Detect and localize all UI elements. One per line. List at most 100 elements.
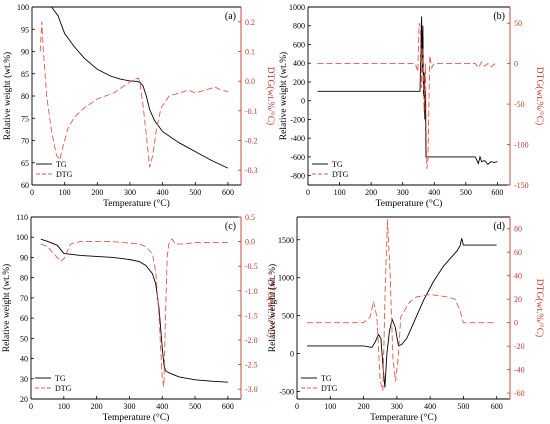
panel-b: 0 100 200 300 400 500 600-800-600-400-20002004…: [278, 3, 545, 209]
y2-tick-label: -0.5: [245, 262, 258, 271]
x-tick-label: 0: [29, 402, 33, 411]
x-tick-label: 300: [123, 402, 135, 411]
y2-tick-label: -150: [514, 181, 529, 190]
x-axis-title: Temperature (°C): [103, 198, 170, 209]
x-tick-label: 600: [491, 188, 503, 197]
x-tick-label: 100: [59, 188, 71, 197]
y-tick-label: 65: [21, 159, 29, 168]
x-tick-label: 500: [457, 402, 469, 411]
y2-tick-label: -60: [514, 389, 525, 398]
y-tick-label: 60: [20, 314, 28, 323]
x-tick-label: 600: [222, 402, 234, 411]
y-tick-label: 1000: [289, 3, 305, 12]
x-tick-label: 200: [91, 188, 103, 197]
y2-tick-label: -100: [514, 141, 529, 150]
y-tick-label: 100: [16, 233, 28, 242]
y2-tick-label: 80: [514, 225, 522, 234]
y-tick-label: 20: [20, 395, 28, 404]
legend-label-dtg: DTG: [321, 384, 338, 393]
y2-tick-label: -2.5: [245, 361, 258, 370]
x-tick-label: 500: [189, 188, 201, 197]
x-tick-label: 100: [324, 402, 336, 411]
legend-label-dtg: DTG: [56, 170, 73, 179]
x-tick-label: 200: [91, 402, 103, 411]
y2-tick-label: 60: [514, 248, 522, 257]
y-tick-label: 1000: [278, 274, 294, 283]
x-axis-title: Temperature (°C): [376, 198, 443, 209]
y2-tick-label: 0.5: [245, 213, 255, 222]
y-tick-label: 0: [290, 350, 294, 359]
x-tick-label: 400: [428, 188, 440, 197]
y2-tick-label: 50: [514, 19, 522, 28]
y-tick-label: 0: [301, 97, 305, 106]
y2-tick-label: -50: [514, 100, 525, 109]
x-tick-label: 300: [391, 402, 403, 411]
y2-tick-label: -20: [514, 342, 525, 351]
y-tick-label: 95: [21, 25, 29, 34]
x-tick-label: 400: [157, 188, 169, 197]
y-tick-label: 90: [21, 48, 29, 57]
panel-label: (a): [225, 11, 236, 22]
y-tick-label: 60: [21, 181, 29, 190]
y-tick-label: -600: [290, 153, 305, 162]
y2-tick-label: -3.0: [245, 385, 258, 394]
y-tick-label: -200: [290, 115, 305, 124]
x-tick-label: 300: [397, 188, 409, 197]
series-line-tg: [40, 238, 228, 383]
y2-tick-label: -1.0: [245, 287, 258, 296]
y-tick-label: 800: [293, 22, 305, 31]
y-tick-label: -800: [290, 172, 305, 181]
y-tick-label: 70: [21, 137, 29, 146]
x-tick-label: 0: [30, 188, 34, 197]
y-tick-label: -400: [290, 134, 305, 143]
series-line-tg: [307, 238, 497, 388]
y2-tick-label: 0.0: [245, 77, 255, 86]
x-tick-label: 500: [460, 188, 472, 197]
panel-a: 0 100 200 300 400 500 600 60 65 70 75 80 85 90 95 100 -0…: [2, 3, 276, 209]
y2-axis-title: DTG(wt.%/°C): [534, 67, 545, 125]
legend-label-tg: TG: [332, 160, 343, 169]
panel-d: 0 100 200 300 400 500 600-500050010001500-60-4…: [267, 216, 545, 423]
y-tick-label: 80: [20, 274, 28, 283]
y-tick-label: 85: [21, 70, 29, 79]
legend-label-dtg: DTG: [55, 384, 72, 393]
y2-tick-label: -0.3: [245, 166, 258, 175]
y2-tick-label: -1.5: [245, 311, 258, 320]
x-tick-label: 600: [491, 402, 503, 411]
y2-axis-title: DTG(wt.%/°C): [265, 279, 276, 337]
y-tick-label: 90: [20, 253, 28, 262]
panel-label: (c): [225, 221, 236, 232]
series-line-tg: [317, 16, 498, 166]
y-tick-label: 50: [20, 334, 28, 343]
y-tick-label: 70: [20, 294, 28, 303]
x-tick-label: 0: [306, 188, 310, 197]
y2-tick-label: 0: [514, 60, 518, 69]
y-axis-title: Relative weight (wt.%): [1, 264, 12, 352]
series-line-dtg: [39, 21, 229, 168]
y2-tick-label: 40: [514, 272, 522, 281]
series-line-dtg: [40, 238, 228, 387]
x-tick-label: 500: [189, 402, 201, 411]
y-axis-title: Relative weight (wt.%): [2, 52, 13, 140]
y-tick-label: 600: [293, 40, 305, 49]
series-line-dtg: [307, 219, 497, 391]
x-tick-label: 400: [156, 402, 168, 411]
y2-tick-label: 0: [514, 319, 518, 328]
y2-tick-label: 0.2: [245, 18, 255, 27]
legend-label-tg: TG: [321, 374, 332, 383]
y2-tick-label: 20: [514, 295, 522, 304]
y-tick-label: 40: [20, 355, 28, 364]
x-axis-title: Temperature (°C): [103, 412, 170, 423]
y-tick-label: 1500: [278, 236, 294, 245]
x-tick-label: 100: [58, 402, 70, 411]
y2-tick-label: -0.2: [245, 137, 258, 146]
y-axis-title: Relative weight (wt.%): [278, 52, 289, 140]
y2-tick-label: 0.0: [245, 238, 255, 247]
y2-tick-label: 0.1: [245, 48, 255, 57]
y-tick-label: 30: [20, 375, 28, 384]
legend-label-tg: TG: [55, 374, 66, 383]
x-tick-label: 400: [424, 402, 436, 411]
x-tick-label: 100: [334, 188, 346, 197]
series-line-dtg: [317, 23, 498, 169]
